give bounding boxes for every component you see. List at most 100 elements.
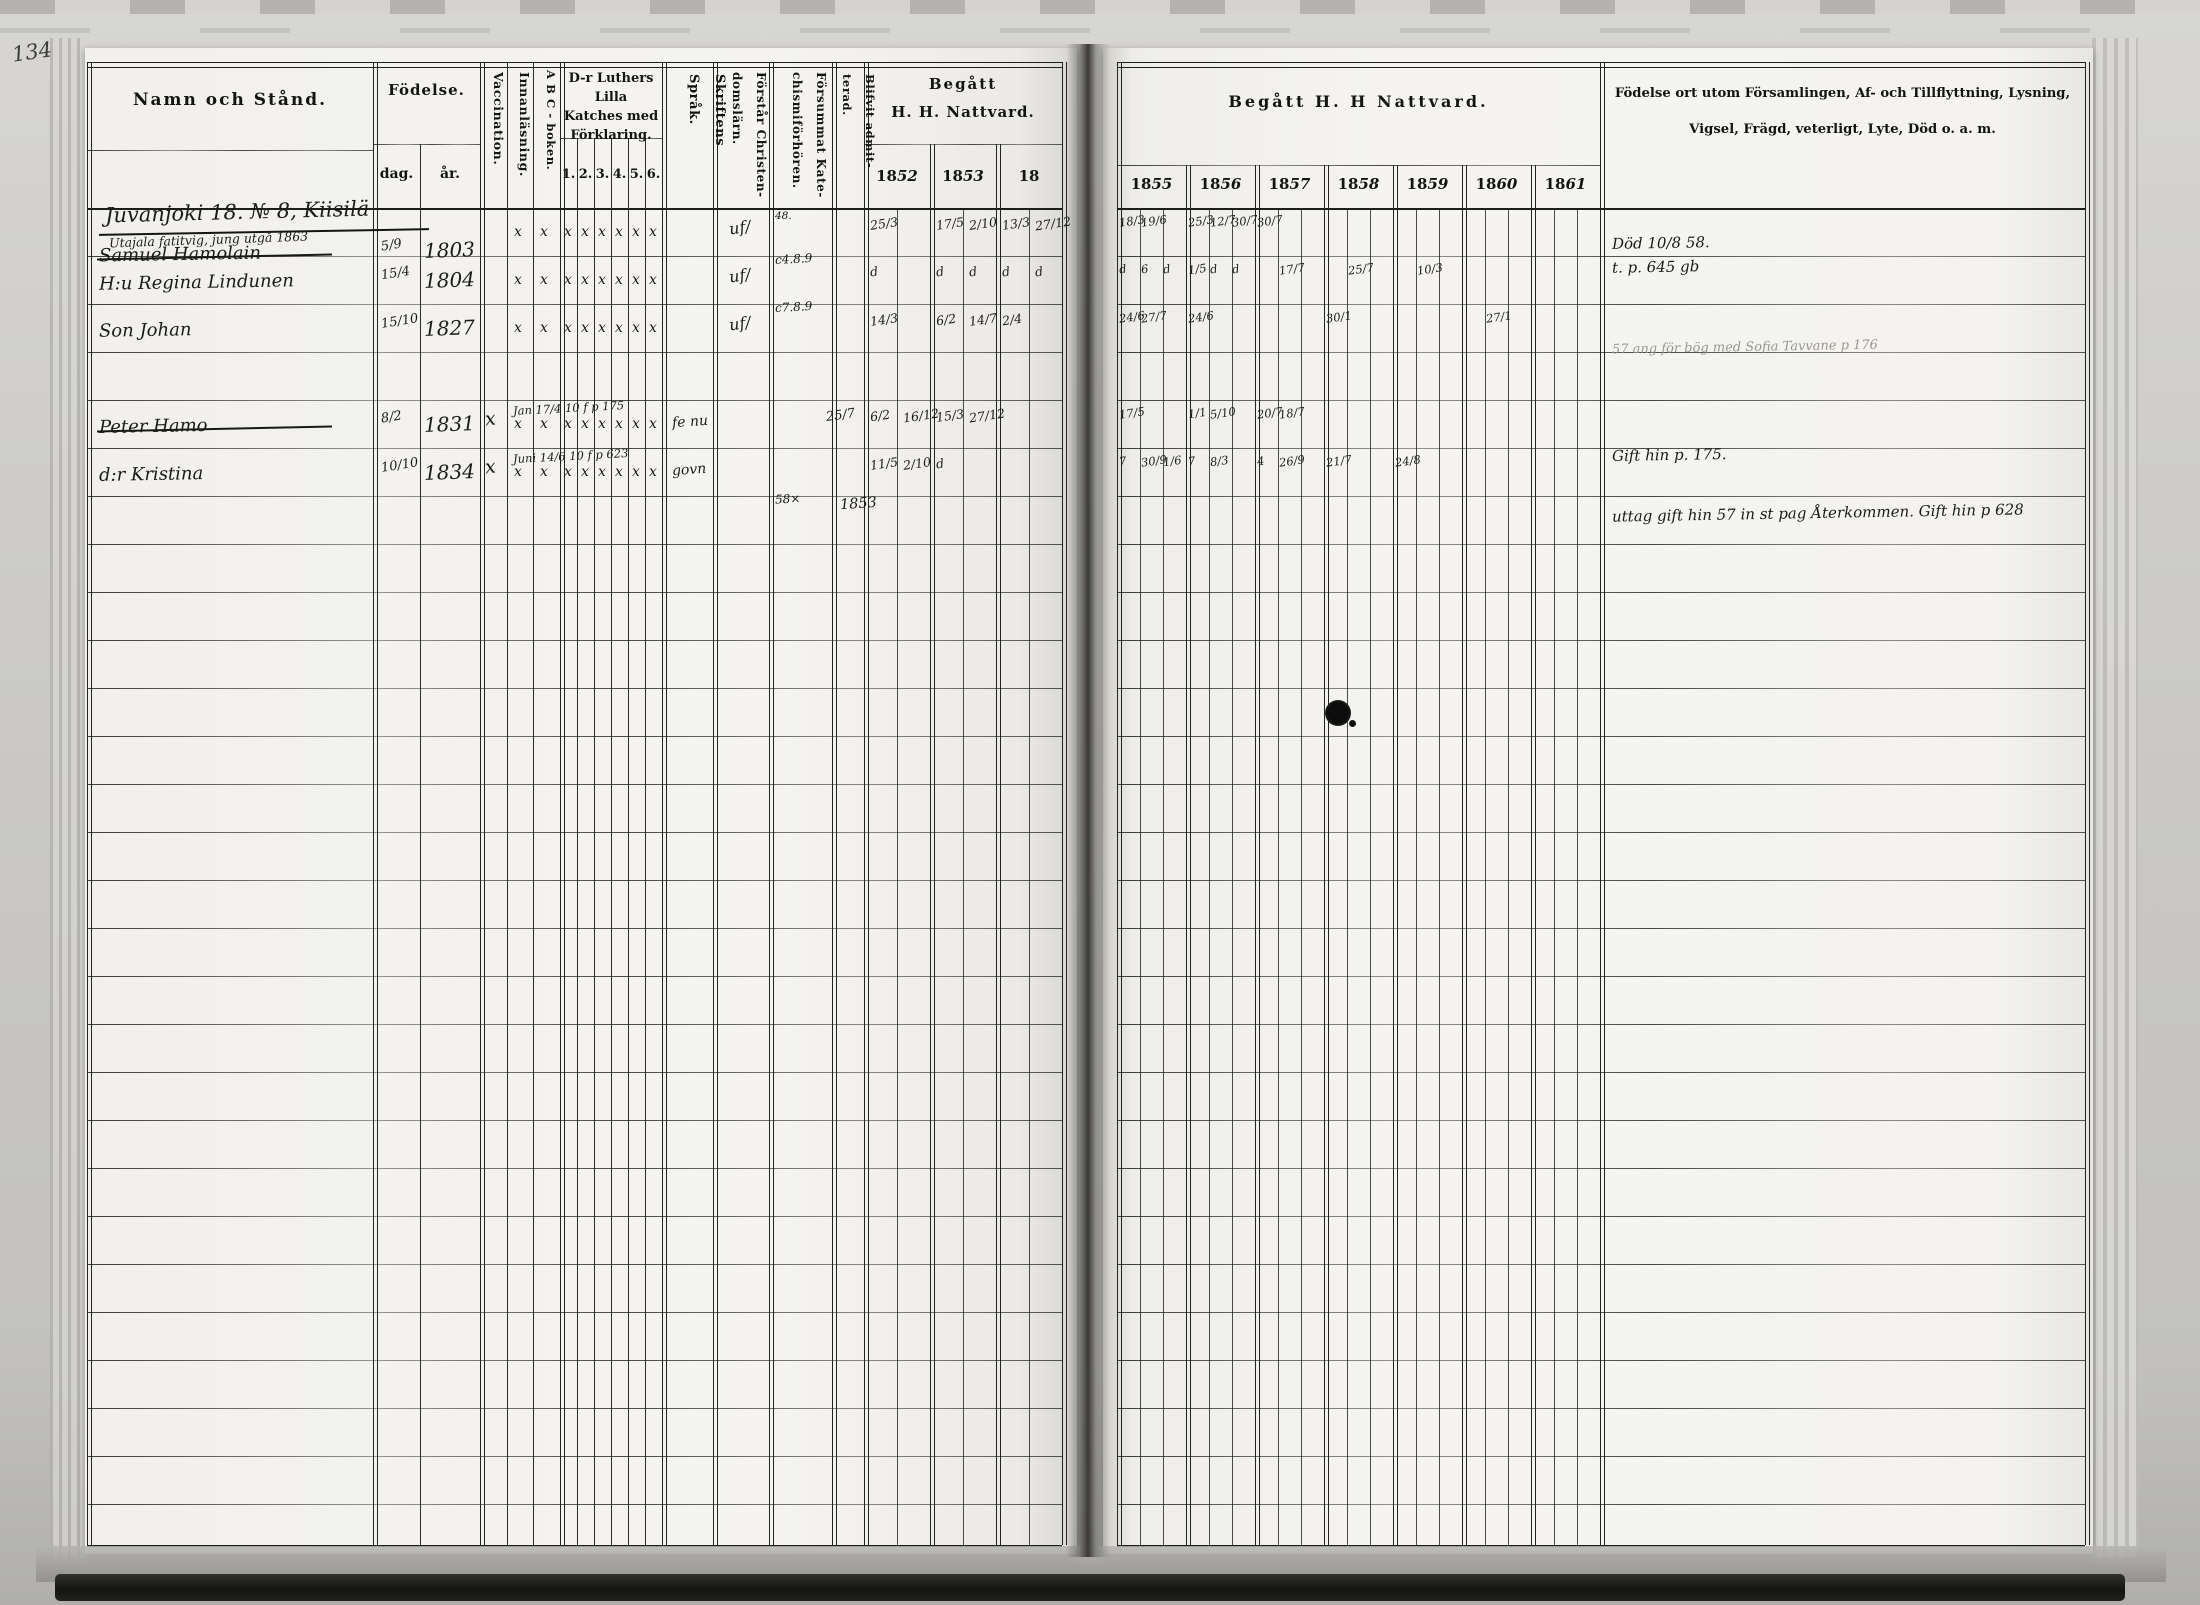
check-mark: x bbox=[540, 320, 548, 336]
notes-header-line1: Födelse ort utom Församlingen, Af- och T… bbox=[1614, 86, 2071, 101]
communion-date: d bbox=[1033, 263, 1045, 280]
village-heading: Juvanjoki 18. № 8, Kiisilä bbox=[104, 196, 370, 228]
subcol-line-a-1859 bbox=[1416, 208, 1417, 1545]
check-mark: x bbox=[514, 272, 522, 288]
col-line-year-1856 bbox=[1186, 165, 1191, 1545]
begatt-split bbox=[864, 144, 1062, 145]
right-page: Begått H. H Nattvard. 1855 1856 1857 1858 185… bbox=[1103, 48, 2093, 1554]
row-note: Gift hin p. 175. bbox=[1611, 445, 1727, 465]
row-line bbox=[87, 976, 1062, 977]
row-name: H:u Regina Lindunen bbox=[98, 270, 295, 295]
check-mark: x bbox=[615, 224, 623, 240]
row-line bbox=[1117, 1312, 2085, 1313]
communion-date: 17/5 bbox=[935, 214, 965, 233]
year-printed-prefix: 18 bbox=[1544, 175, 1566, 193]
row-line bbox=[1117, 784, 2085, 785]
row-line bbox=[1117, 976, 2085, 977]
row-note: t. p. 645 gb bbox=[1611, 257, 1700, 277]
col-line-fodelse bbox=[373, 62, 378, 1545]
col-line-katches-6 bbox=[645, 138, 646, 1545]
col-line-year-1861 bbox=[1531, 165, 1536, 1545]
year-header-1861: 1861 bbox=[1531, 174, 1600, 196]
subcol-line-a-1855 bbox=[1140, 208, 1141, 1545]
row-line bbox=[1117, 304, 2085, 305]
year-printed-prefix: 18 bbox=[1199, 175, 1221, 193]
check-mark: x bbox=[581, 416, 589, 432]
katches-title-label: D-r Luthers Lilla Katches med Förklaring… bbox=[563, 71, 659, 143]
table-top-border bbox=[87, 62, 1062, 68]
year-header-1853: 1853 bbox=[930, 166, 996, 188]
birth-year: 1827 bbox=[423, 315, 476, 341]
communion-date: 6 bbox=[1140, 261, 1150, 277]
communion-date: 6/2 bbox=[869, 406, 892, 425]
subcol-line-year-18 bbox=[1029, 208, 1030, 1545]
katches-col-6-label: 6. bbox=[646, 167, 661, 182]
row-name: Peter Hamo bbox=[98, 415, 208, 438]
row-line bbox=[87, 640, 1062, 641]
check-mark: x bbox=[514, 320, 522, 336]
communion-date: d bbox=[934, 263, 946, 280]
communion-date: 2/10 bbox=[968, 214, 998, 233]
subcol-line-a-1858 bbox=[1347, 208, 1348, 1545]
check-mark: x bbox=[649, 416, 657, 432]
year-printed-prefix: 18 bbox=[1130, 175, 1152, 193]
subcol-line-year-1853 bbox=[963, 208, 964, 1545]
row-line bbox=[87, 880, 1062, 881]
year-printed-prefix: 18 bbox=[876, 167, 897, 185]
check-mark: x bbox=[615, 464, 623, 480]
subcol-line-b-1855 bbox=[1163, 208, 1164, 1545]
row-line bbox=[1117, 880, 2085, 881]
check-mark: x bbox=[581, 224, 589, 240]
forsummat-label: Försummat Kate- chismiförhören. bbox=[790, 72, 828, 198]
communion-date: 4 bbox=[1256, 453, 1266, 469]
subcol-line-b-1857 bbox=[1301, 208, 1302, 1545]
katches-col-1-label: 1. bbox=[561, 167, 576, 182]
ar-label: år. bbox=[439, 166, 461, 182]
year-printed-prefix: 18 bbox=[1475, 175, 1497, 193]
dag-label: dag. bbox=[379, 166, 414, 182]
check-mark: x bbox=[598, 416, 606, 432]
check-mark: x bbox=[540, 224, 548, 240]
communion-date: 7 bbox=[1187, 453, 1197, 469]
namn-header-bottom bbox=[87, 150, 373, 151]
subcol-line-a-1856 bbox=[1209, 208, 1210, 1545]
check-mark: x bbox=[649, 272, 657, 288]
row-line bbox=[87, 1408, 1062, 1409]
row-line bbox=[1117, 592, 2085, 593]
scan-edge-top-streaks bbox=[0, 28, 2200, 33]
begatt-nattvard-title: Begått H. H Nattvard. bbox=[1228, 92, 1489, 111]
check-mark: x bbox=[632, 272, 640, 288]
row-line bbox=[1117, 1360, 2085, 1361]
col-line-katches-2 bbox=[577, 138, 578, 1545]
vaccination-mark: x bbox=[483, 407, 497, 431]
blifvit-year-entry: 1853 bbox=[839, 494, 878, 514]
forstar-entry: uf/ bbox=[727, 216, 752, 239]
row-line bbox=[1117, 1216, 2085, 1217]
subcol-line-b-1859 bbox=[1439, 208, 1440, 1545]
col-line-abc bbox=[533, 62, 534, 1545]
skriftens-sprak-label: Skriftens Språk. bbox=[686, 74, 727, 147]
forstar-entry: uf/ bbox=[727, 312, 752, 335]
col-line-vaccination bbox=[480, 62, 485, 1545]
row-line bbox=[1117, 640, 2085, 641]
row-line bbox=[1117, 1504, 2085, 1505]
row-line bbox=[87, 832, 1062, 833]
row-line bbox=[1117, 352, 2085, 353]
check-mark: x bbox=[581, 320, 589, 336]
check-mark: x bbox=[649, 224, 657, 240]
year-handwritten-suffix: 55 bbox=[1151, 175, 1173, 193]
notes-header-line2: Vigsel, Frägd, veterligt, Lyte, Död o. a… bbox=[1689, 122, 1996, 137]
scan-edge-top bbox=[0, 0, 2200, 14]
row-line bbox=[1117, 256, 2085, 257]
communion-date: 14/7 bbox=[968, 310, 998, 329]
birth-year: 1803 bbox=[423, 237, 476, 263]
left-page: Namn och Stånd. Födelse. dag. år. Vaccinatio… bbox=[85, 48, 1077, 1554]
year-handwritten-suffix: 52 bbox=[897, 167, 918, 185]
col-line-forsummat bbox=[769, 62, 774, 1545]
check-mark: x bbox=[598, 272, 606, 288]
row-line bbox=[87, 1216, 1062, 1217]
begatt-years-split bbox=[1117, 165, 1600, 166]
row-name: d:r Kristina bbox=[98, 463, 204, 486]
begatt-label-line1: Begått bbox=[928, 75, 998, 93]
